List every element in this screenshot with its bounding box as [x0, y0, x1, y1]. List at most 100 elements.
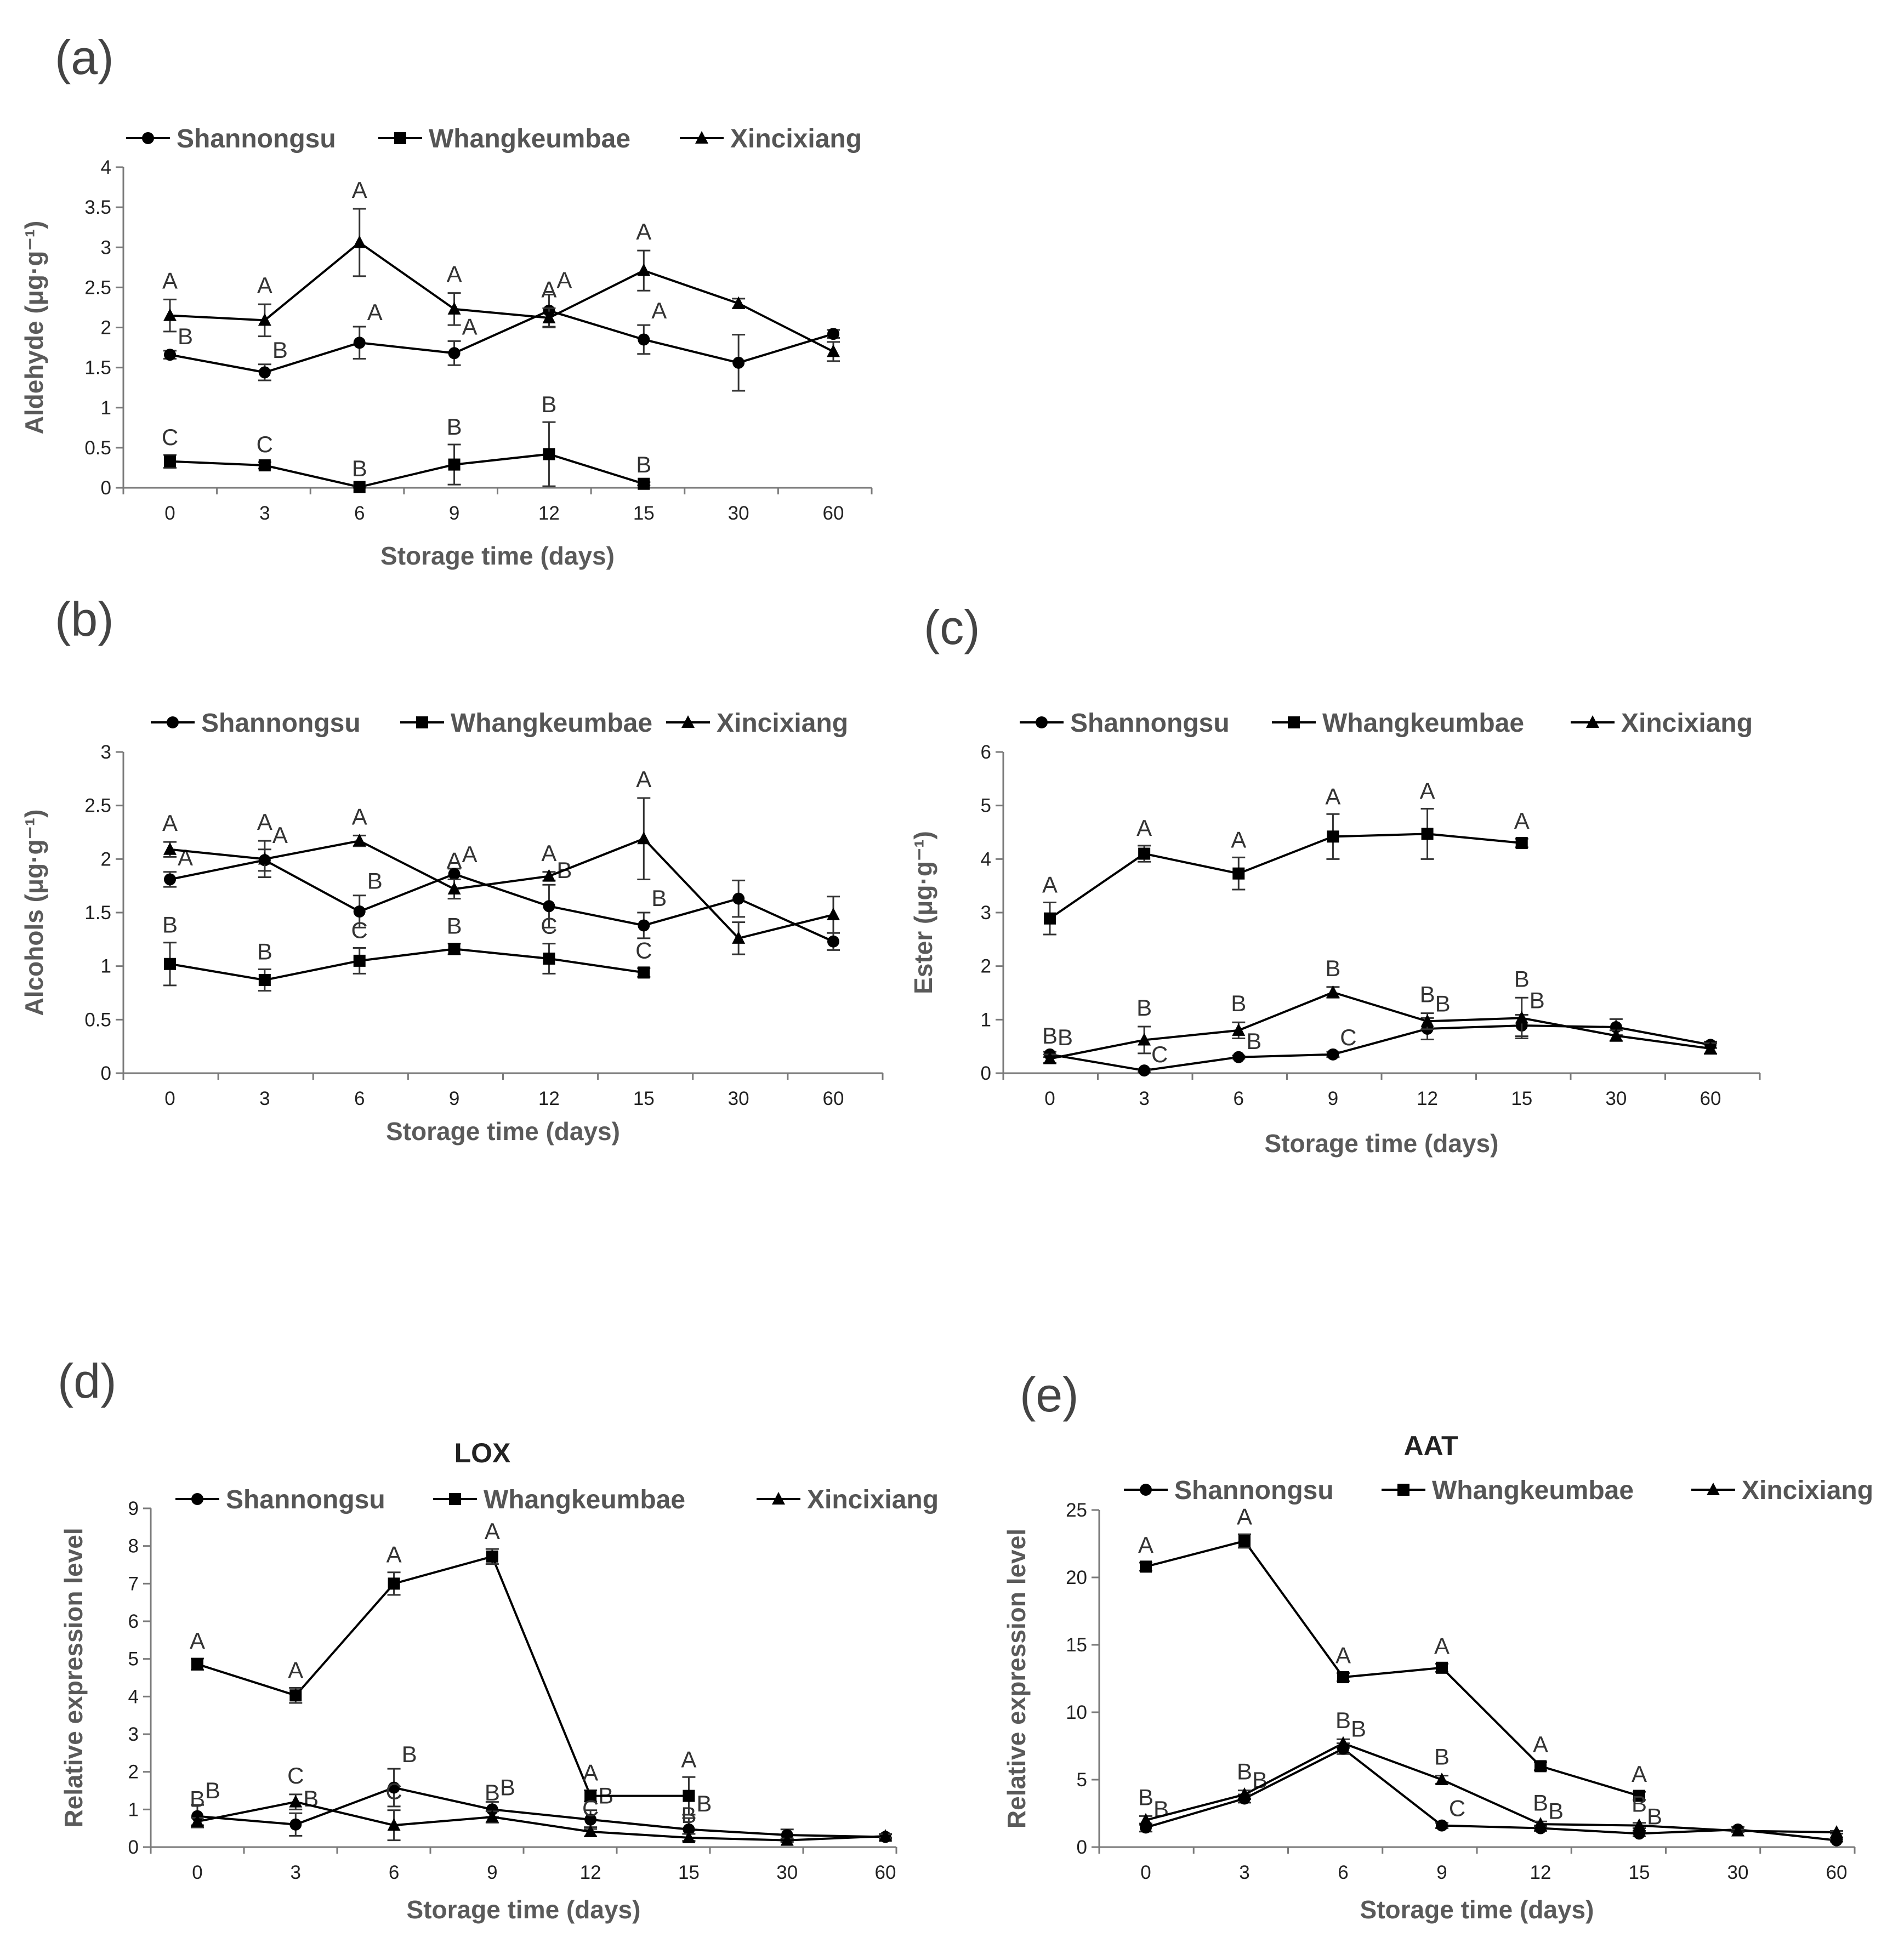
- x-tick-label: 30: [1605, 1088, 1627, 1109]
- chart-a: (a) Shannongsu Whangkeumbae Xincixiang 0 0.5 1…: [20, 30, 873, 570]
- data-point: [353, 905, 366, 918]
- data-point: [388, 1781, 400, 1794]
- panel-label: (e): [1020, 1367, 1079, 1422]
- data-point: [1232, 867, 1245, 880]
- x-tick-label: 60: [1700, 1088, 1721, 1109]
- significance-label: A: [1420, 778, 1435, 804]
- data-point: [164, 349, 176, 361]
- y-tick-label: 2: [101, 848, 111, 870]
- x-axis-title: Storage time (days): [380, 542, 615, 570]
- legend-label: Whangkeumbae: [484, 1485, 685, 1514]
- significance-label: C: [351, 917, 368, 943]
- significance-label: B: [447, 414, 462, 440]
- x-tick-label: 9: [449, 1088, 459, 1109]
- significance-label: A: [257, 809, 272, 835]
- significance-label: A: [556, 267, 572, 293]
- significance-label: B: [178, 323, 193, 349]
- data-point: [827, 907, 840, 920]
- significance-label: B: [1042, 1023, 1058, 1049]
- series-line: [1145, 1742, 1837, 1833]
- significance-label: A: [651, 298, 667, 323]
- data-point: [191, 1814, 204, 1827]
- chart-c: (c)Shannongsu Whangkeumbae Xincixiang01234…: [909, 600, 1761, 1158]
- significance-label: A: [257, 272, 272, 298]
- significance-label: B: [447, 913, 462, 939]
- significance-label: A: [1632, 1761, 1647, 1787]
- data-point: [1633, 1818, 1646, 1831]
- significance-label: B: [1351, 1716, 1366, 1742]
- data-point: [1327, 830, 1339, 843]
- data-point: [447, 882, 461, 895]
- series-line: [169, 241, 834, 353]
- series-line: [169, 309, 834, 374]
- x-tick-label: 3: [259, 503, 270, 524]
- significance-label: B: [1138, 1784, 1153, 1810]
- y-tick-label: 3: [101, 237, 111, 258]
- series-shannongsu: B BBB B B: [191, 1741, 892, 1843]
- data-point: [1238, 1535, 1251, 1547]
- legend-label: Shannongsu: [1174, 1476, 1334, 1505]
- y-axis-title: Relative expression level: [1002, 1529, 1031, 1828]
- data-point: [387, 1818, 401, 1831]
- data-point: [879, 1829, 892, 1842]
- legend-marker-triangle: [772, 1492, 785, 1505]
- x-tick-label: 60: [823, 503, 844, 524]
- data-point: [542, 310, 556, 323]
- data-point: [1436, 1661, 1448, 1674]
- significance-label: B: [1530, 988, 1545, 1013]
- data-point: [732, 892, 745, 905]
- y-tick-label: 8: [128, 1536, 139, 1557]
- panel-label: (d): [58, 1354, 117, 1408]
- y-tick-label: 4: [101, 157, 111, 178]
- legend: Shannongsu Whangkeumbae Xincixiang: [1020, 709, 1753, 738]
- y-tick-label: 9: [128, 1498, 139, 1519]
- y-tick-label: 0: [128, 1837, 139, 1858]
- data-point: [1515, 837, 1528, 850]
- legend-marker-circle: [167, 716, 179, 728]
- x-tick-label: 12: [1530, 1862, 1551, 1883]
- data-point: [1515, 1011, 1528, 1024]
- significance-label: C: [162, 424, 178, 450]
- data-point: [353, 954, 366, 967]
- significance-label: A: [178, 845, 193, 870]
- significance-label: C: [1151, 1041, 1168, 1067]
- significance-label: A: [1042, 871, 1058, 897]
- data-point: [1140, 1560, 1152, 1573]
- data-point: [1138, 1064, 1151, 1077]
- chart-title: LOX: [454, 1438, 511, 1468]
- legend-label: Whangkeumbae: [1432, 1476, 1634, 1505]
- significance-label: B: [402, 1741, 417, 1767]
- legend: Shannongsu Whangkeumbae Xincixiang: [151, 709, 848, 738]
- significance-label: A: [367, 299, 383, 325]
- legend-item: Xincixiang: [757, 1485, 939, 1514]
- x-tick-label: 30: [728, 1088, 749, 1109]
- data-point: [732, 296, 746, 309]
- x-tick-label: 12: [538, 1088, 560, 1109]
- legend-marker-square: [449, 1493, 461, 1505]
- data-point: [1337, 1736, 1350, 1749]
- data-point: [486, 1803, 498, 1816]
- significance-label: B: [162, 912, 178, 938]
- y-tick-label: 3: [101, 742, 111, 763]
- data-point: [258, 366, 271, 379]
- significance-label: B: [1325, 955, 1340, 981]
- series-whangkeumbae: A A A A A A: [1042, 778, 1530, 936]
- data-point: [289, 1794, 303, 1808]
- data-point: [1337, 1671, 1349, 1684]
- x-tick-label: 9: [1328, 1088, 1338, 1109]
- data-point: [1633, 1790, 1645, 1802]
- y-tick-label: 2: [128, 1762, 139, 1783]
- legend-item: Whangkeumbae: [378, 124, 630, 153]
- data-point: [1421, 828, 1434, 840]
- data-point: [163, 308, 177, 321]
- y-tick-label: 2.5: [84, 277, 111, 298]
- y-tick-label: 15: [1066, 1634, 1087, 1656]
- y-tick-label: 2: [101, 317, 111, 339]
- x-tick-label: 60: [823, 1088, 844, 1109]
- significance-label: C: [635, 938, 652, 964]
- legend-label: Whangkeumbae: [1322, 709, 1524, 738]
- significance-label: A: [447, 847, 462, 873]
- data-point: [732, 356, 745, 369]
